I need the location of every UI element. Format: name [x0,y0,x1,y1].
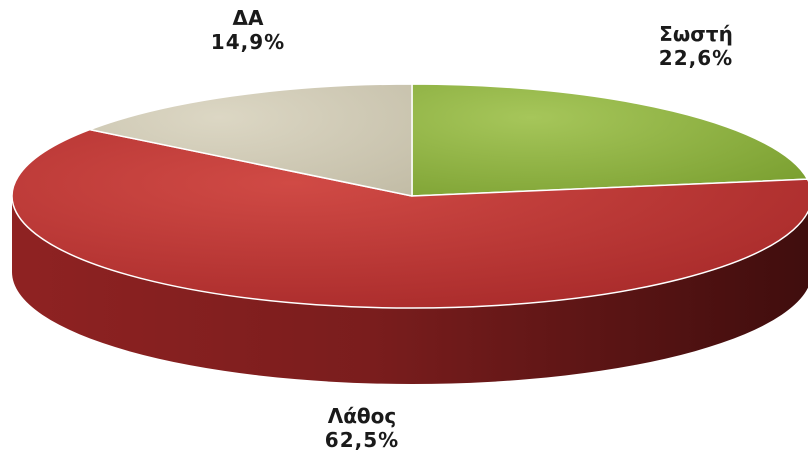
slice-label-dk: ΔΑ 14,9% [211,6,285,54]
slice-label-wrong: Λάθος 62,5% [325,404,399,452]
slice-label-correct: Σωστή 22,6% [659,22,733,70]
slice-label-text: Σωστή [659,22,733,46]
slice-value-label: 62,5% [324,428,400,452]
slice-dk-top [89,83,413,197]
slice-correct-top [411,83,808,197]
slice-wrong-side [12,196,808,384]
slice-label-text: Λάθος [327,404,397,428]
slice-value-label: 22,6% [658,46,734,70]
slice-wrong-top [11,128,808,309]
slice-value-label: 14,9% [210,30,286,54]
slice-label-text: ΔΑ [232,6,264,30]
